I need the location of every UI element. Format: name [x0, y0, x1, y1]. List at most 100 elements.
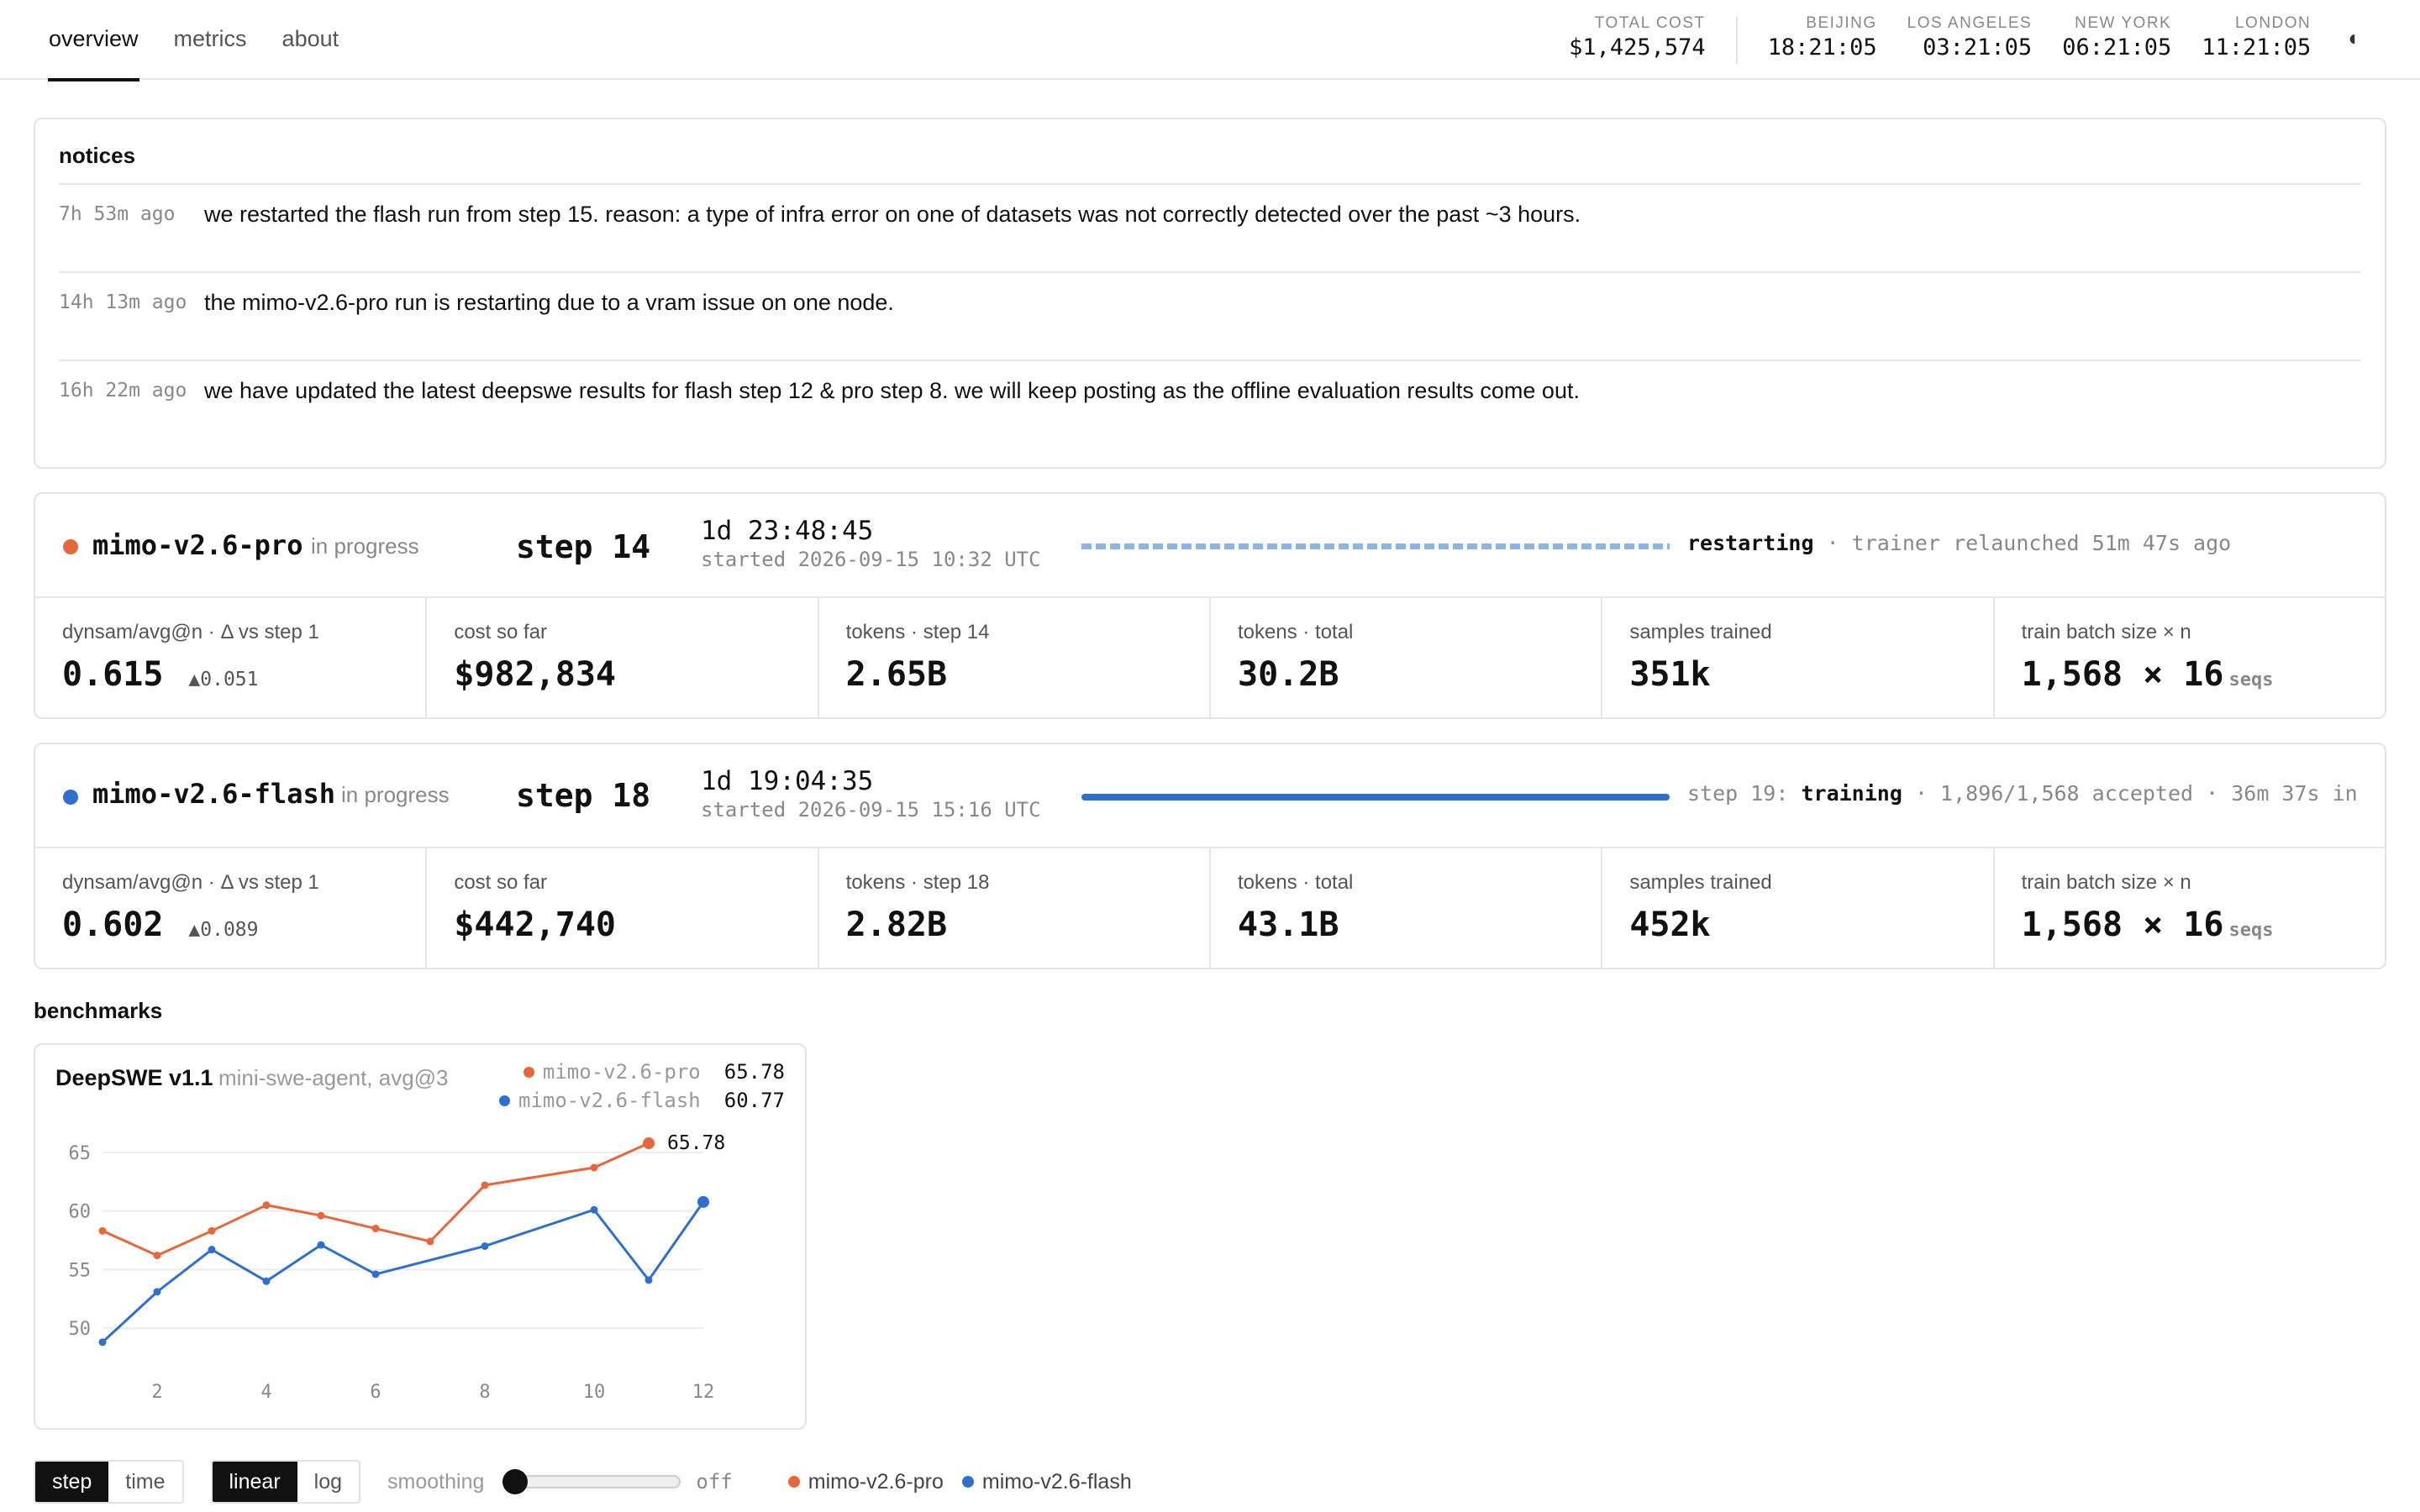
- metric-label: cost so far: [454, 871, 548, 894]
- run-activity: step 19: training · 1,896/1,568 accepted…: [1687, 781, 2358, 806]
- total-cost: TOTAL COST $1,425,574: [1569, 13, 1706, 62]
- metric-cost: cost so far $982,834: [427, 598, 819, 719]
- run-card-pro: mimo-v2.6-pro in progress step 14 1d 23:…: [34, 492, 2386, 719]
- benchmark-title: DeepSWE v1.1: [55, 1065, 213, 1090]
- clock-new-york: NEW YORK 06:21:05: [2062, 13, 2171, 62]
- clock-time: 18:21:05: [1767, 34, 1877, 60]
- metric-label: cost so far: [454, 621, 548, 643]
- data-point: [371, 1270, 380, 1278]
- metric-batch: train batch size × n 1,568 × 16 seqs: [1995, 848, 2385, 969]
- data-point: [590, 1163, 598, 1172]
- metric-delta: ▲0.089: [188, 919, 259, 941]
- data-point: [590, 1205, 598, 1214]
- clock-city: LOS ANGELES: [1907, 14, 2033, 32]
- chart-controls: step time linear log smoothing off mimo-…: [34, 1460, 1150, 1504]
- tab-overview[interactable]: overview: [48, 0, 139, 81]
- run-step: step 18: [516, 777, 651, 814]
- metric-tokens-total: tokens · total 30.2B: [1211, 598, 1603, 719]
- top-bar: overview metrics about TOTAL COST $1,425…: [0, 0, 2420, 81]
- data-point: [208, 1246, 216, 1254]
- series-toggle-pro[interactable]: mimo-v2.6-pro: [787, 1470, 944, 1494]
- metric-value: 2.65B: [845, 655, 948, 694]
- legend-value: 60.77: [723, 1089, 785, 1112]
- metric-value: $982,834: [454, 655, 616, 694]
- metric-tokens-step: tokens · step 14 2.65B: [819, 598, 1211, 719]
- scale-log-button[interactable]: log: [297, 1462, 360, 1502]
- tab-about[interactable]: about: [281, 26, 339, 51]
- legend-name: mimo-v2.6-pro: [542, 1060, 701, 1084]
- data-point: [98, 1338, 107, 1347]
- divider: [1735, 17, 1738, 64]
- metric-number: 1,568 × 16: [2021, 906, 2224, 944]
- metric-samples: samples trained 452k: [1602, 848, 1995, 969]
- metric-label: samples trained: [1629, 871, 1772, 894]
- series-name: mimo-v2.6-flash: [981, 1469, 1132, 1494]
- benchmark-chart: 50 55 60 65 2 4 6 8 10 12 65.78: [69, 1132, 726, 1403]
- run-activity-state: restarting: [1687, 531, 1814, 555]
- metric-batch: train batch size × n 1,568 × 16 seqs: [1995, 598, 2385, 719]
- metric-value: 351k: [1629, 655, 1711, 694]
- run-step: step 14: [516, 528, 651, 565]
- progress-bar: [1081, 543, 1670, 549]
- metric-tokens-total: tokens · total 43.1B: [1211, 848, 1603, 969]
- clock-time: 06:21:05: [2062, 34, 2172, 60]
- main-nav: overview metrics about: [48, 0, 339, 81]
- smoothing-value: off: [696, 1470, 733, 1494]
- data-point: [644, 1276, 653, 1284]
- legend-dot-icon: [499, 1095, 510, 1106]
- notice-text: the mimo-v2.6-pro run is restarting due …: [204, 290, 894, 315]
- metric-value: 452k: [1629, 906, 1711, 944]
- run-started: started 2026-09-15 10:32 UTC: [701, 548, 1041, 571]
- metric-label: train batch size × n: [2021, 621, 2191, 643]
- data-label: 65.78: [667, 1132, 725, 1154]
- x-axis-toggle: step time: [34, 1460, 184, 1504]
- notice-item: 16h 22m ago we have updated the latest d…: [59, 361, 2361, 449]
- metric-label: tokens · total: [1237, 621, 1354, 643]
- total-cost-value: $1,425,574: [1569, 34, 1706, 60]
- notice-time: 7h 53m ago: [59, 203, 176, 225]
- run-activity-detail: · trainer relaunched 51m 47s ago: [1813, 531, 2232, 555]
- status-dot-icon: [63, 539, 78, 554]
- notices-title: notices: [59, 143, 2361, 185]
- metric-cost: cost so far $442,740: [427, 848, 819, 969]
- smoothing-label: smoothing: [387, 1469, 485, 1494]
- clock-time: 11:21:05: [2202, 34, 2312, 60]
- notices-panel: notices 7h 53m ago we restarted the flas…: [34, 118, 2386, 469]
- run-status: in progress: [311, 533, 419, 559]
- metric-label: dynsam/avg@n · Δ vs step 1: [62, 621, 319, 643]
- x-axis-step-button[interactable]: step: [35, 1462, 109, 1502]
- series-toggle-flash[interactable]: mimo-v2.6-flash: [961, 1469, 1132, 1494]
- x-tick-label: 4: [260, 1382, 271, 1403]
- run-started: started 2026-09-15 15:16 UTC: [701, 798, 1041, 822]
- metric-label: tokens · step 18: [845, 871, 990, 894]
- data-point: [153, 1288, 161, 1296]
- run-status: in progress: [341, 782, 450, 807]
- clock-time: 03:21:05: [1923, 34, 2033, 60]
- metric-number: 0.602: [62, 906, 164, 944]
- run-name: mimo-v2.6-pro: [92, 529, 303, 561]
- data-point: [481, 1242, 489, 1250]
- run-activity-detail: · 1,896/1,568 accepted · 36m 37s in: [1902, 781, 2358, 806]
- x-axis-time-button[interactable]: time: [108, 1462, 182, 1502]
- clock-city: BEIJING: [1806, 14, 1877, 32]
- smoothing-slider[interactable]: [502, 1469, 681, 1494]
- scale-linear-button[interactable]: linear: [212, 1462, 297, 1502]
- metric-label: tokens · step 14: [845, 621, 990, 643]
- tab-metrics[interactable]: metrics: [173, 26, 247, 51]
- theme-toggle-icon[interactable]: ◐: [2348, 25, 2361, 50]
- data-point: [481, 1181, 489, 1189]
- legend-item: mimo-v2.6-pro 65.78: [523, 1060, 785, 1084]
- run-elapsed: 1d 23:48:45: [701, 516, 874, 546]
- benchmark-card: 50 55 60 65 2 4 6 8 10 12 65.78 DeepSWE v1.1 mini-…: [34, 1043, 807, 1430]
- data-point: [317, 1241, 325, 1249]
- data-point: [208, 1226, 216, 1235]
- x-tick-label: 2: [151, 1382, 162, 1403]
- run-metrics: dynsam/avg@n · Δ vs step 1 0.615 ▲0.051 c…: [35, 598, 2385, 719]
- metric-tokens-step: tokens · step 18 2.82B: [819, 848, 1211, 969]
- run-activity-state: training: [1801, 781, 1902, 806]
- series-line: [101, 1201, 705, 1343]
- run-header: mimo-v2.6-pro in progress step 14 1d 23:…: [35, 494, 2385, 598]
- metric-number: 1,568 × 16: [2021, 655, 2224, 694]
- slider-handle[interactable]: [502, 1469, 529, 1494]
- metric-label: train batch size × n: [2021, 871, 2191, 894]
